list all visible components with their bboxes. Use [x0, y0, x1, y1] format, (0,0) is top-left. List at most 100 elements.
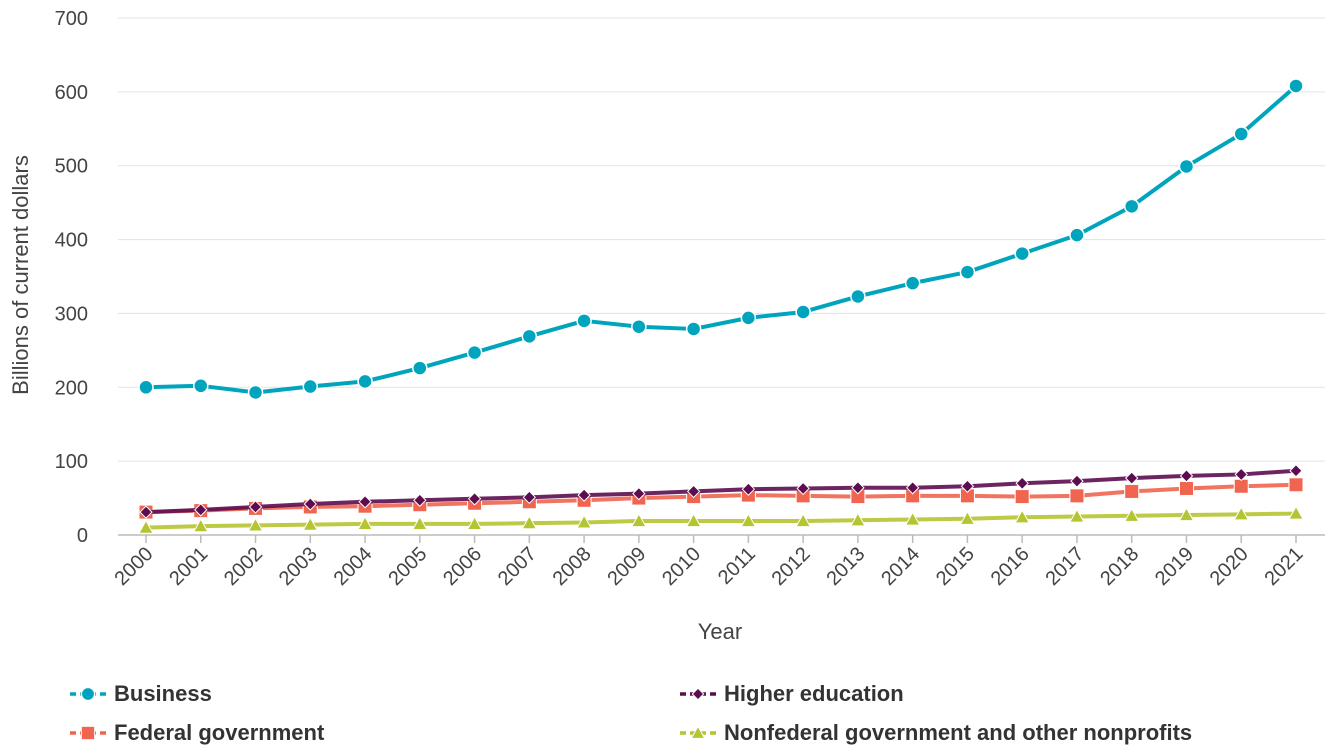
data-point-nonfederal-government-and-other-nonprofits — [740, 512, 757, 528]
data-point-business — [1069, 227, 1085, 243]
legend-marker — [80, 686, 96, 702]
series-line-nonfederal-government-and-other-nonprofits — [145, 511, 1297, 530]
data-point-higher-education — [1289, 464, 1303, 478]
data-point-nonfederal-government-and-other-nonprofits — [1014, 509, 1031, 524]
y-tick-label: 100 — [55, 451, 88, 473]
y-tick-label: 600 — [55, 82, 88, 104]
data-point-business — [412, 360, 428, 376]
series-lines — [138, 78, 1304, 534]
data-point-federal-government — [1069, 488, 1085, 504]
data-point-business — [959, 264, 976, 280]
data-point-higher-education — [1125, 471, 1139, 485]
data-point-higher-education — [1070, 474, 1084, 488]
data-point-nonfederal-government-and-other-nonprofits — [357, 515, 373, 531]
legend-label: Business — [114, 681, 212, 706]
data-point-higher-education — [522, 490, 537, 505]
x-tick-label: 2005 — [384, 543, 431, 590]
data-point-higher-education — [139, 505, 153, 519]
x-tick-label: 2011 — [714, 543, 760, 589]
x-tick-label: 2015 — [932, 543, 979, 590]
x-tick-label: 2006 — [439, 543, 486, 590]
legend-label: Federal government — [114, 720, 325, 745]
y-tick-label: 300 — [55, 303, 88, 325]
data-point-nonfederal-government-and-other-nonprofits — [850, 512, 866, 527]
data-point-higher-education — [1179, 469, 1194, 483]
data-point-nonfederal-government-and-other-nonprofits — [576, 514, 592, 529]
data-point-business — [247, 384, 264, 401]
x-tick-label: 2007 — [494, 543, 541, 590]
data-point-business — [795, 304, 811, 320]
x-axis-title: Year — [698, 619, 742, 644]
data-point-business — [904, 275, 921, 291]
data-point-business — [685, 321, 702, 337]
data-point-nonfederal-government-and-other-nonprofits — [685, 512, 702, 528]
series-nonfederal-government-and-other-nonprofits — [138, 505, 1304, 534]
data-point-business — [850, 288, 866, 305]
data-point-higher-education — [467, 492, 482, 506]
data-point-nonfederal-government-and-other-nonprofits — [138, 519, 154, 534]
x-tick-label: 2017 — [1041, 543, 1088, 590]
x-tick-label: 2008 — [549, 543, 596, 590]
data-point-nonfederal-government-and-other-nonprofits — [521, 515, 538, 530]
data-point-business — [1233, 126, 1249, 142]
data-point-higher-education — [851, 481, 865, 495]
data-point-higher-education — [194, 503, 208, 517]
gridlines — [118, 17, 1325, 536]
data-point-federal-government — [1124, 483, 1140, 499]
legend-label: Nonfederal government and other nonprofi… — [724, 720, 1192, 745]
data-point-higher-education — [632, 486, 646, 501]
x-tick-label: 2021 — [1261, 543, 1308, 590]
x-tick-label: 2018 — [1096, 543, 1143, 590]
data-point-higher-education — [741, 482, 756, 496]
data-point-higher-education — [358, 495, 372, 509]
x-tick-label: 2000 — [111, 543, 158, 590]
data-point-nonfederal-government-and-other-nonprofits — [1178, 507, 1195, 522]
data-point-business — [1178, 158, 1195, 175]
data-point-higher-education — [303, 497, 317, 511]
y-axis-tick-labels: 0 100 200 300 400 500 600 700 — [55, 8, 88, 547]
x-tick-label: 2003 — [275, 543, 322, 590]
x-tick-label: 2010 — [658, 543, 705, 590]
legend-label: Higher education — [724, 681, 904, 706]
data-point-nonfederal-government-and-other-nonprofits — [1123, 507, 1140, 522]
data-point-nonfederal-government-and-other-nonprofits — [1233, 506, 1250, 521]
legend-marker — [80, 725, 96, 741]
data-point-nonfederal-government-and-other-nonprofits — [904, 511, 921, 526]
x-tick-label: 2016 — [987, 543, 1034, 590]
y-tick-label: 700 — [55, 8, 88, 30]
data-point-nonfederal-government-and-other-nonprofits — [411, 515, 428, 531]
series-higher-education — [139, 464, 1303, 519]
legend-item-business: Business — [70, 681, 212, 706]
data-point-higher-education — [686, 484, 701, 499]
data-point-nonfederal-government-and-other-nonprofits — [247, 517, 264, 532]
data-point-higher-education — [960, 479, 975, 493]
y-tick-label: 0 — [77, 525, 88, 547]
x-tick-label: 2020 — [1206, 543, 1253, 590]
x-tick-label: 2019 — [1151, 543, 1198, 590]
x-tick-label: 2014 — [877, 543, 924, 590]
series-federal-government — [138, 477, 1304, 520]
data-point-higher-education — [248, 500, 263, 514]
legend-item-federal-government: Federal government — [70, 720, 325, 745]
data-point-federal-government — [1233, 478, 1249, 494]
data-point-federal-government — [1014, 489, 1030, 505]
data-point-business — [466, 344, 483, 361]
data-point-nonfederal-government-and-other-nonprofits — [302, 516, 319, 531]
legend-marker — [690, 725, 706, 739]
data-point-nonfederal-government-and-other-nonprofits — [631, 512, 647, 528]
legend-item-nonfederal-government-and-other-nonprofits: Nonfederal government and other nonprofi… — [680, 720, 1192, 745]
data-point-business — [631, 318, 647, 335]
data-point-business — [193, 378, 209, 394]
data-point-nonfederal-government-and-other-nonprofits — [1069, 508, 1085, 523]
series-line-federal-government — [145, 482, 1297, 515]
x-tick-label: 2013 — [822, 543, 869, 590]
x-tick-label: 2002 — [220, 543, 267, 590]
data-point-federal-government — [1178, 480, 1194, 496]
data-point-business — [1288, 78, 1304, 94]
data-point-higher-education — [1015, 476, 1029, 491]
data-point-business — [576, 313, 592, 329]
y-tick-label: 200 — [55, 377, 88, 399]
data-point-higher-education — [905, 481, 920, 495]
x-tick-label: 2001 — [165, 543, 212, 590]
